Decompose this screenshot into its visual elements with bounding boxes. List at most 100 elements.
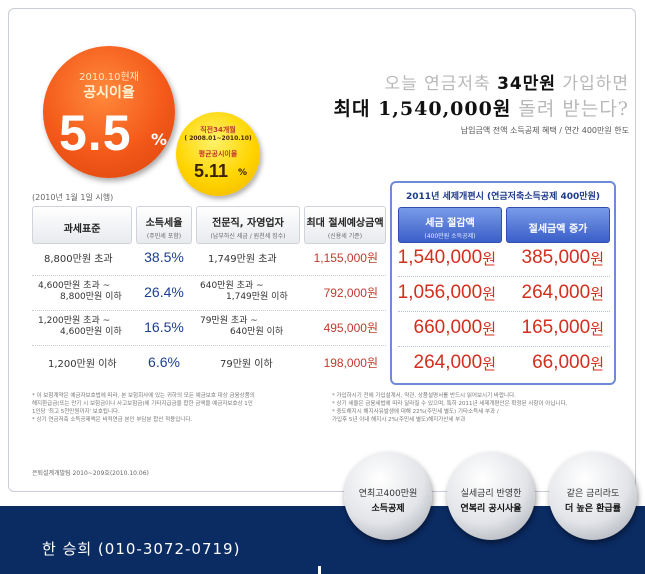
average-rate-period-range: ( 2008.01~2010.10) [184,135,252,142]
row-1-pro-line-2: 1,749만원 이하 [226,292,288,302]
new-row-0-saving-value: 1,540,000 [397,247,483,268]
feature-circle-3-line-2: 더 높은 환급률 [565,504,621,514]
headline-2-suffix: 돌려 받는다? [511,98,629,120]
new-row-1-saving: 1,056,000 원 [398,278,502,308]
new-row-0-increase-value: 385,000 [521,247,591,268]
header-tax-rate-title: 소득세율 [145,218,183,229]
footnote: * 이 보험계약은 예금자보호법에 따라, 본 보험회사에 있는 귀하의 모든 … [32,393,255,399]
footnote: 1인당 '최고 5천만원까지' 보호됩니다. [32,409,120,415]
header-tax-base: 과세표준 [32,206,132,244]
average-rate-value: 5.11 [194,161,229,181]
row-divider [398,346,610,347]
table-row-3-old-saving: 198,000원 [323,355,378,370]
new-row-1-increase-value: 264,000 [521,282,591,303]
main-rate-label: 공시이율 [83,85,135,101]
table-row-2-old-saving: 495,000원 [323,320,378,335]
feature-circle-1-line-1: 연최고400만원 [358,489,418,499]
currency-unit: 원 [590,319,604,338]
table-row-0-base: 8,800만원 초과 [32,242,132,272]
headline-1-prefix: 오늘 연금저축 [384,74,498,94]
new-row-1-increase: 264,000 원 [506,278,610,308]
feature-circle-2-line-1: 실세금리 반영한 [460,489,522,499]
row-2-base-line-1: 1,200만원 초과 ~ [38,316,111,326]
headline-2-highlight: 최대 1,540,000원 [333,98,512,120]
row-2-pro-line-1: 79만원 초과 ~ [200,316,258,326]
row-0-base-line-1: 8,800만원 초과 [44,253,113,265]
table-row-0-rate: 38.5% [144,249,184,265]
row-1-base-line-1: 4,600만원 초과 ~ [38,281,111,291]
footnote: * 상기 연금저축 소득공제액은 비적연금 본인 부담분 합산 적용입니다. [32,417,193,423]
new-row-3-saving-value: 264,000 [413,352,483,373]
tax-reform-2011-box: 2011년 세제개편시 (연금저축소득공제 400만원) 세금 절감액 (400… [390,181,616,385]
header-max-saving: 최대 절세예상금액 (신용세 기준) [304,206,386,244]
new-row-2-saving-value: 660,000 [413,317,483,338]
header-tax-saving: 세금 절감액 (400만원 소득공제) [398,207,502,243]
table-row-1-old-saving: 792,000원 [323,285,378,300]
contact-band [0,506,645,574]
currency-unit: 원 [482,354,496,373]
headline-line-1: 오늘 연금저축 34만원 가입하면 [269,69,629,94]
footnote: 해지환급금(또는 만기 시 보험금이나 사고보험금)에 기타지급금을 합한 금액… [32,401,253,407]
average-rate-label: 평균공시이율 [198,150,238,158]
row-1-pro-line-1: 640만원 초과 ~ [200,281,264,291]
header-tax-rate: 소득세율 (주민세 포함) [136,206,192,244]
feature-circle-refund-rate[interactable]: 같은 금리라도 더 높은 환급률 [549,452,637,540]
header-tax-saving-sub: (400만원 소득공제) [424,233,476,240]
currency-unit: 원 [482,319,496,338]
row-divider [398,276,610,277]
currency-unit: 원 [590,354,604,373]
headline-1-suffix: 가입하면 [556,74,629,94]
band-marker [318,566,321,574]
table-row-3-base: 1,200만원 이하 [32,347,132,377]
header-tax-base-title: 과세표준 [63,224,101,235]
row-divider [32,310,386,311]
average-rate-badge: 직전34개월 ( 2008.01~2010.10) 평균공시이율 5.11 % [176,112,260,196]
contact-info: 한 승희 (010-3072-0719) [42,540,241,558]
main-rate-value: 5.5 [59,105,132,161]
new-row-2-increase-value: 165,000 [521,317,591,338]
header-max-saving-title: 최대 절세예상금액 [306,218,384,229]
footnote: * 중도해지시 해지사유발생에 대해 22%(주민세 별도) 기타소득세 부과 … [332,409,499,415]
feature-circle-3-line-1: 같은 금리라도 [566,489,620,499]
row-2-pro-line-2: 640만원 이하 [230,327,284,337]
average-rate-period-label: 직전34개월 [200,126,236,134]
average-rate-percent: % [238,168,248,178]
footnotes-left: * 이 보험계약은 예금자보호법에 따라, 본 보험회사에 있는 귀하의 모든 … [32,392,304,424]
new-row-1-saving-value: 1,056,000 [397,282,483,303]
row-1-base-line-2: 8,800만원 이하 [60,292,122,302]
row-3-base-line-1: 1,200만원 이하 [48,358,117,370]
headline-1-highlight: 34만원 [497,74,557,94]
header-saving-increase-title: 절세금액 증가 [528,224,588,235]
headline-subtext: 납입금액 전액 소득공제 혜택 / 연간 400만원 한도 [460,126,629,135]
footnote: 가입후 5년 이내 해지시 2%(주민세 별도)해지가산세 부과 [332,417,466,423]
header-tax-rate-sub: (주민세 포함) [146,233,182,240]
feature-circle-compound-rate[interactable]: 실세금리 반영한 연복리 공시사율 [447,452,535,540]
currency-unit: 원 [590,284,604,303]
feature-circle-tax-deduction[interactable]: 연최고400만원 소득공제 [344,452,432,540]
row-divider [398,311,610,312]
new-row-2-increase: 165,000 원 [506,313,610,343]
table-row-2-rate: 16.5% [144,319,184,335]
row-2-base-line-2: 4,600만원 이하 [60,327,122,337]
header-professional-title: 전문직, 자영업자 [212,218,284,229]
new-row-3-saving: 264,000 원 [398,348,502,378]
table-row-3-rate: 6.6% [148,354,180,370]
new-row-3-increase-value: 66,000 [532,352,591,373]
feature-circle-2-line-2: 연복리 공시사율 [460,504,522,514]
new-row-0-increase: 385,000 원 [506,243,610,273]
row-divider [32,345,386,346]
headline-line-2: 최대 1,540,000원 돌려 받는다? [249,94,629,121]
footnote: * 가입하시기 전에 가입설계서, 약관, 상품설명서를 반드시 읽어보시기 바… [332,393,516,399]
table-row-3-pro: 79만원 이하 [196,347,300,377]
table-row-0-old-saving: 1,155,000원 [313,250,378,265]
currency-unit: 원 [482,249,496,268]
table-row-1-rate: 26.4% [144,284,184,300]
new-row-0-saving: 1,540,000 원 [398,243,502,273]
currency-unit: 원 [590,249,604,268]
new-row-3-increase: 66,000 원 [506,348,610,378]
header-tax-saving-title: 세금 절감액 [425,218,475,229]
new-row-2-saving: 660,000 원 [398,313,502,343]
header-professional: 전문직, 자영업자 (납부하신 세금 / 원천세 징수) [196,206,300,244]
tax-reform-2011-title: 2011년 세제개편시 (연금저축소득공제 400만원) [406,192,600,202]
table-row-1-pro: 640만원 초과 ~ 1,749만원 이하 [196,277,300,307]
